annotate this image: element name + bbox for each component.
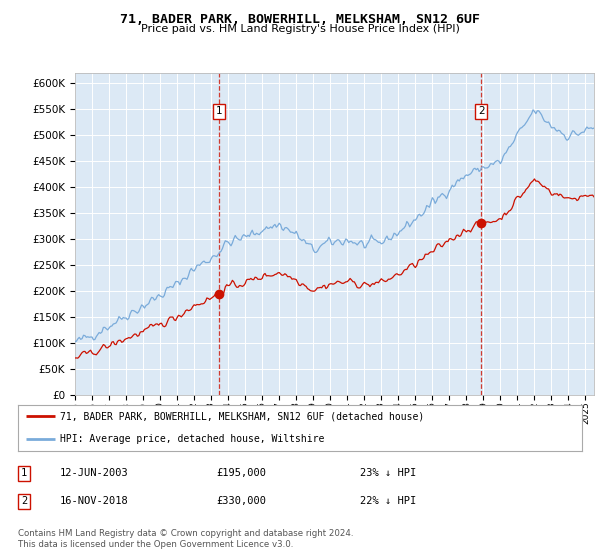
Text: £330,000: £330,000 — [216, 496, 266, 506]
Text: 2: 2 — [478, 106, 485, 116]
Text: 12-JUN-2003: 12-JUN-2003 — [60, 468, 129, 478]
Text: 22% ↓ HPI: 22% ↓ HPI — [360, 496, 416, 506]
Text: £195,000: £195,000 — [216, 468, 266, 478]
Text: 1: 1 — [215, 106, 222, 116]
Text: 16-NOV-2018: 16-NOV-2018 — [60, 496, 129, 506]
Text: 23% ↓ HPI: 23% ↓ HPI — [360, 468, 416, 478]
Text: Contains HM Land Registry data © Crown copyright and database right 2024.
This d: Contains HM Land Registry data © Crown c… — [18, 529, 353, 549]
Text: Price paid vs. HM Land Registry's House Price Index (HPI): Price paid vs. HM Land Registry's House … — [140, 24, 460, 34]
Text: 2: 2 — [21, 496, 27, 506]
Text: HPI: Average price, detached house, Wiltshire: HPI: Average price, detached house, Wilt… — [60, 435, 325, 444]
Text: 71, BADER PARK, BOWERHILL, MELKSHAM, SN12 6UF: 71, BADER PARK, BOWERHILL, MELKSHAM, SN1… — [120, 13, 480, 26]
Text: 1: 1 — [21, 468, 27, 478]
Text: 71, BADER PARK, BOWERHILL, MELKSHAM, SN12 6UF (detached house): 71, BADER PARK, BOWERHILL, MELKSHAM, SN1… — [60, 412, 425, 421]
